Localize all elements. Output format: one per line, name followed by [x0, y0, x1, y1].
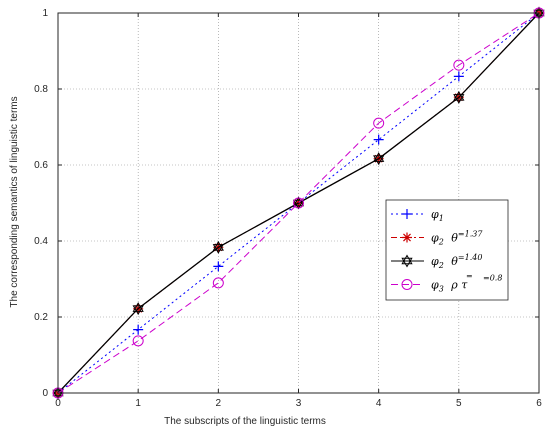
x-tick-label: 2	[216, 398, 222, 409]
legend-entry: φ2 θ=1.40	[391, 253, 482, 270]
legend-label: φ2 θ=1.40	[431, 253, 482, 270]
data-point-marker	[133, 324, 144, 335]
data-point-marker	[293, 197, 304, 209]
x-tick-label: 6	[536, 398, 542, 409]
series-line	[57, 12, 540, 394]
y-tick-label: 0.8	[34, 84, 48, 95]
series-3	[52, 6, 545, 400]
x-tick-label: 0	[55, 398, 61, 409]
data-point-marker	[373, 134, 384, 145]
legend-swatch-marker	[401, 254, 413, 268]
legend-label: φ2 θ=1.37	[431, 230, 483, 247]
x-tick-label: 3	[296, 398, 302, 409]
data-point-marker	[212, 240, 224, 254]
plot-frame	[57, 12, 540, 394]
y-tick-label: 0.4	[34, 236, 48, 247]
data-point-marker	[132, 335, 144, 347]
x-tick-label: 1	[135, 398, 141, 409]
legend-entry: φ1	[391, 208, 444, 223]
x-tick-label: 4	[376, 398, 382, 409]
data-point-marker	[453, 59, 465, 71]
legend-box	[385, 199, 509, 301]
y-axis-label: The corresponding semantics of linguisti…	[9, 96, 20, 307]
legend-swatch-marker	[401, 279, 413, 290]
x-axis-label: The subscripts of the linguistic terms	[164, 416, 326, 427]
data-point-marker	[453, 71, 464, 82]
series-line	[57, 12, 540, 394]
legend-swatch-marker	[402, 209, 412, 219]
x-tick-label: 5	[456, 398, 462, 409]
series-group	[52, 6, 545, 400]
data-point-marker	[453, 90, 465, 104]
data-point-marker	[292, 196, 305, 210]
legend-entry: φ2 θ=1.37	[391, 230, 483, 247]
data-point-marker	[213, 261, 224, 272]
data-point-marker	[212, 277, 224, 289]
legend-label: φ3 ρ τ= =0.8	[431, 272, 502, 294]
y-tick-label: 0	[42, 388, 48, 399]
legend-label: φ1	[431, 208, 444, 223]
data-point-marker	[373, 117, 385, 129]
legend-entry: φ3 ρ τ= =0.8	[391, 272, 502, 294]
data-point-marker	[132, 302, 144, 316]
y-tick-label: 0.6	[34, 160, 48, 171]
y-tick-label: 1	[42, 8, 48, 19]
data-point-marker	[373, 152, 385, 166]
legend: φ1 φ2 θ=1.37 φ2 θ=1.40 φ3 ρ τ= =0.8	[385, 199, 509, 301]
y-tick-label: 0.2	[34, 312, 48, 323]
legend-swatch-marker	[402, 232, 412, 243]
